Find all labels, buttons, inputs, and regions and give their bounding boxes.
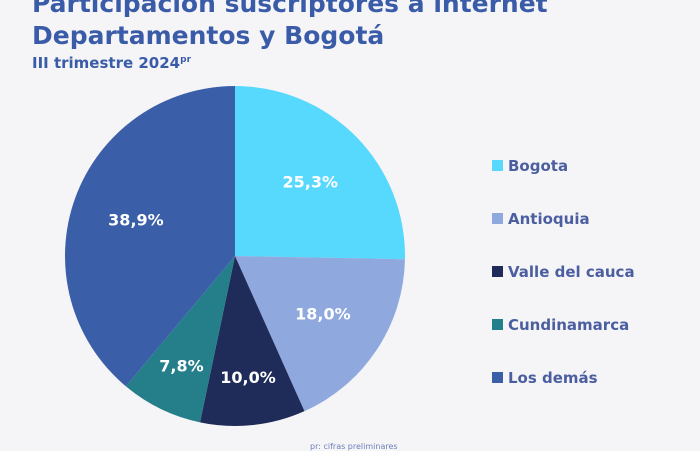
legend-swatch-valle	[492, 266, 503, 277]
subtitle-text: III trimestre 2024	[32, 54, 181, 72]
chart-legend: Bogota Antioquia Valle del cauca Cundina…	[492, 139, 635, 404]
data-label-bogota: 25,3%	[282, 173, 338, 192]
legend-label-los-demas: Los demás	[508, 368, 598, 387]
pie-slice-bogota	[235, 86, 405, 260]
chart-title-line2: Departamentos y Bogotá	[32, 21, 385, 50]
legend-item-los-demas: Los demás	[492, 351, 635, 404]
data-label-los-demas: 38,9%	[108, 210, 164, 229]
legend-label-antioquia: Antioquia	[508, 209, 590, 228]
legend-item-bogota: Bogota	[492, 139, 635, 192]
legend-item-valle: Valle del cauca	[492, 245, 635, 298]
legend-swatch-bogota	[492, 160, 503, 171]
pie-slice-cundinamarca	[125, 256, 235, 423]
legend-label-valle: Valle del cauca	[508, 262, 635, 281]
legend-item-antioquia: Antioquia	[492, 192, 635, 245]
legend-label-cundinamarca: Cundinamarca	[508, 315, 630, 334]
pie-slice-los-demas	[65, 86, 236, 387]
pie-slice-valle-del-cauca	[200, 256, 305, 427]
chart-subtitle: III trimestre 2024pr	[32, 54, 191, 72]
chart-title-line1: Participación suscriptores a internet	[32, 0, 548, 18]
subtitle-superscript: pr	[180, 55, 192, 65]
legend-swatch-los-demas	[492, 372, 503, 383]
footnote: pr: cifras preliminares	[310, 442, 398, 451]
legend-swatch-cundinamarca	[492, 319, 503, 330]
data-label-antioquia: 18,0%	[295, 305, 351, 324]
legend-swatch-antioquia	[492, 213, 503, 224]
pie-slice-antioquia	[235, 256, 405, 412]
legend-item-cundinamarca: Cundinamarca	[492, 298, 635, 351]
legend-label-bogota: Bogota	[508, 156, 569, 175]
data-label-valle-del-cauca: 10,0%	[220, 368, 276, 387]
data-label-cundinamarca: 7,8%	[159, 357, 203, 376]
